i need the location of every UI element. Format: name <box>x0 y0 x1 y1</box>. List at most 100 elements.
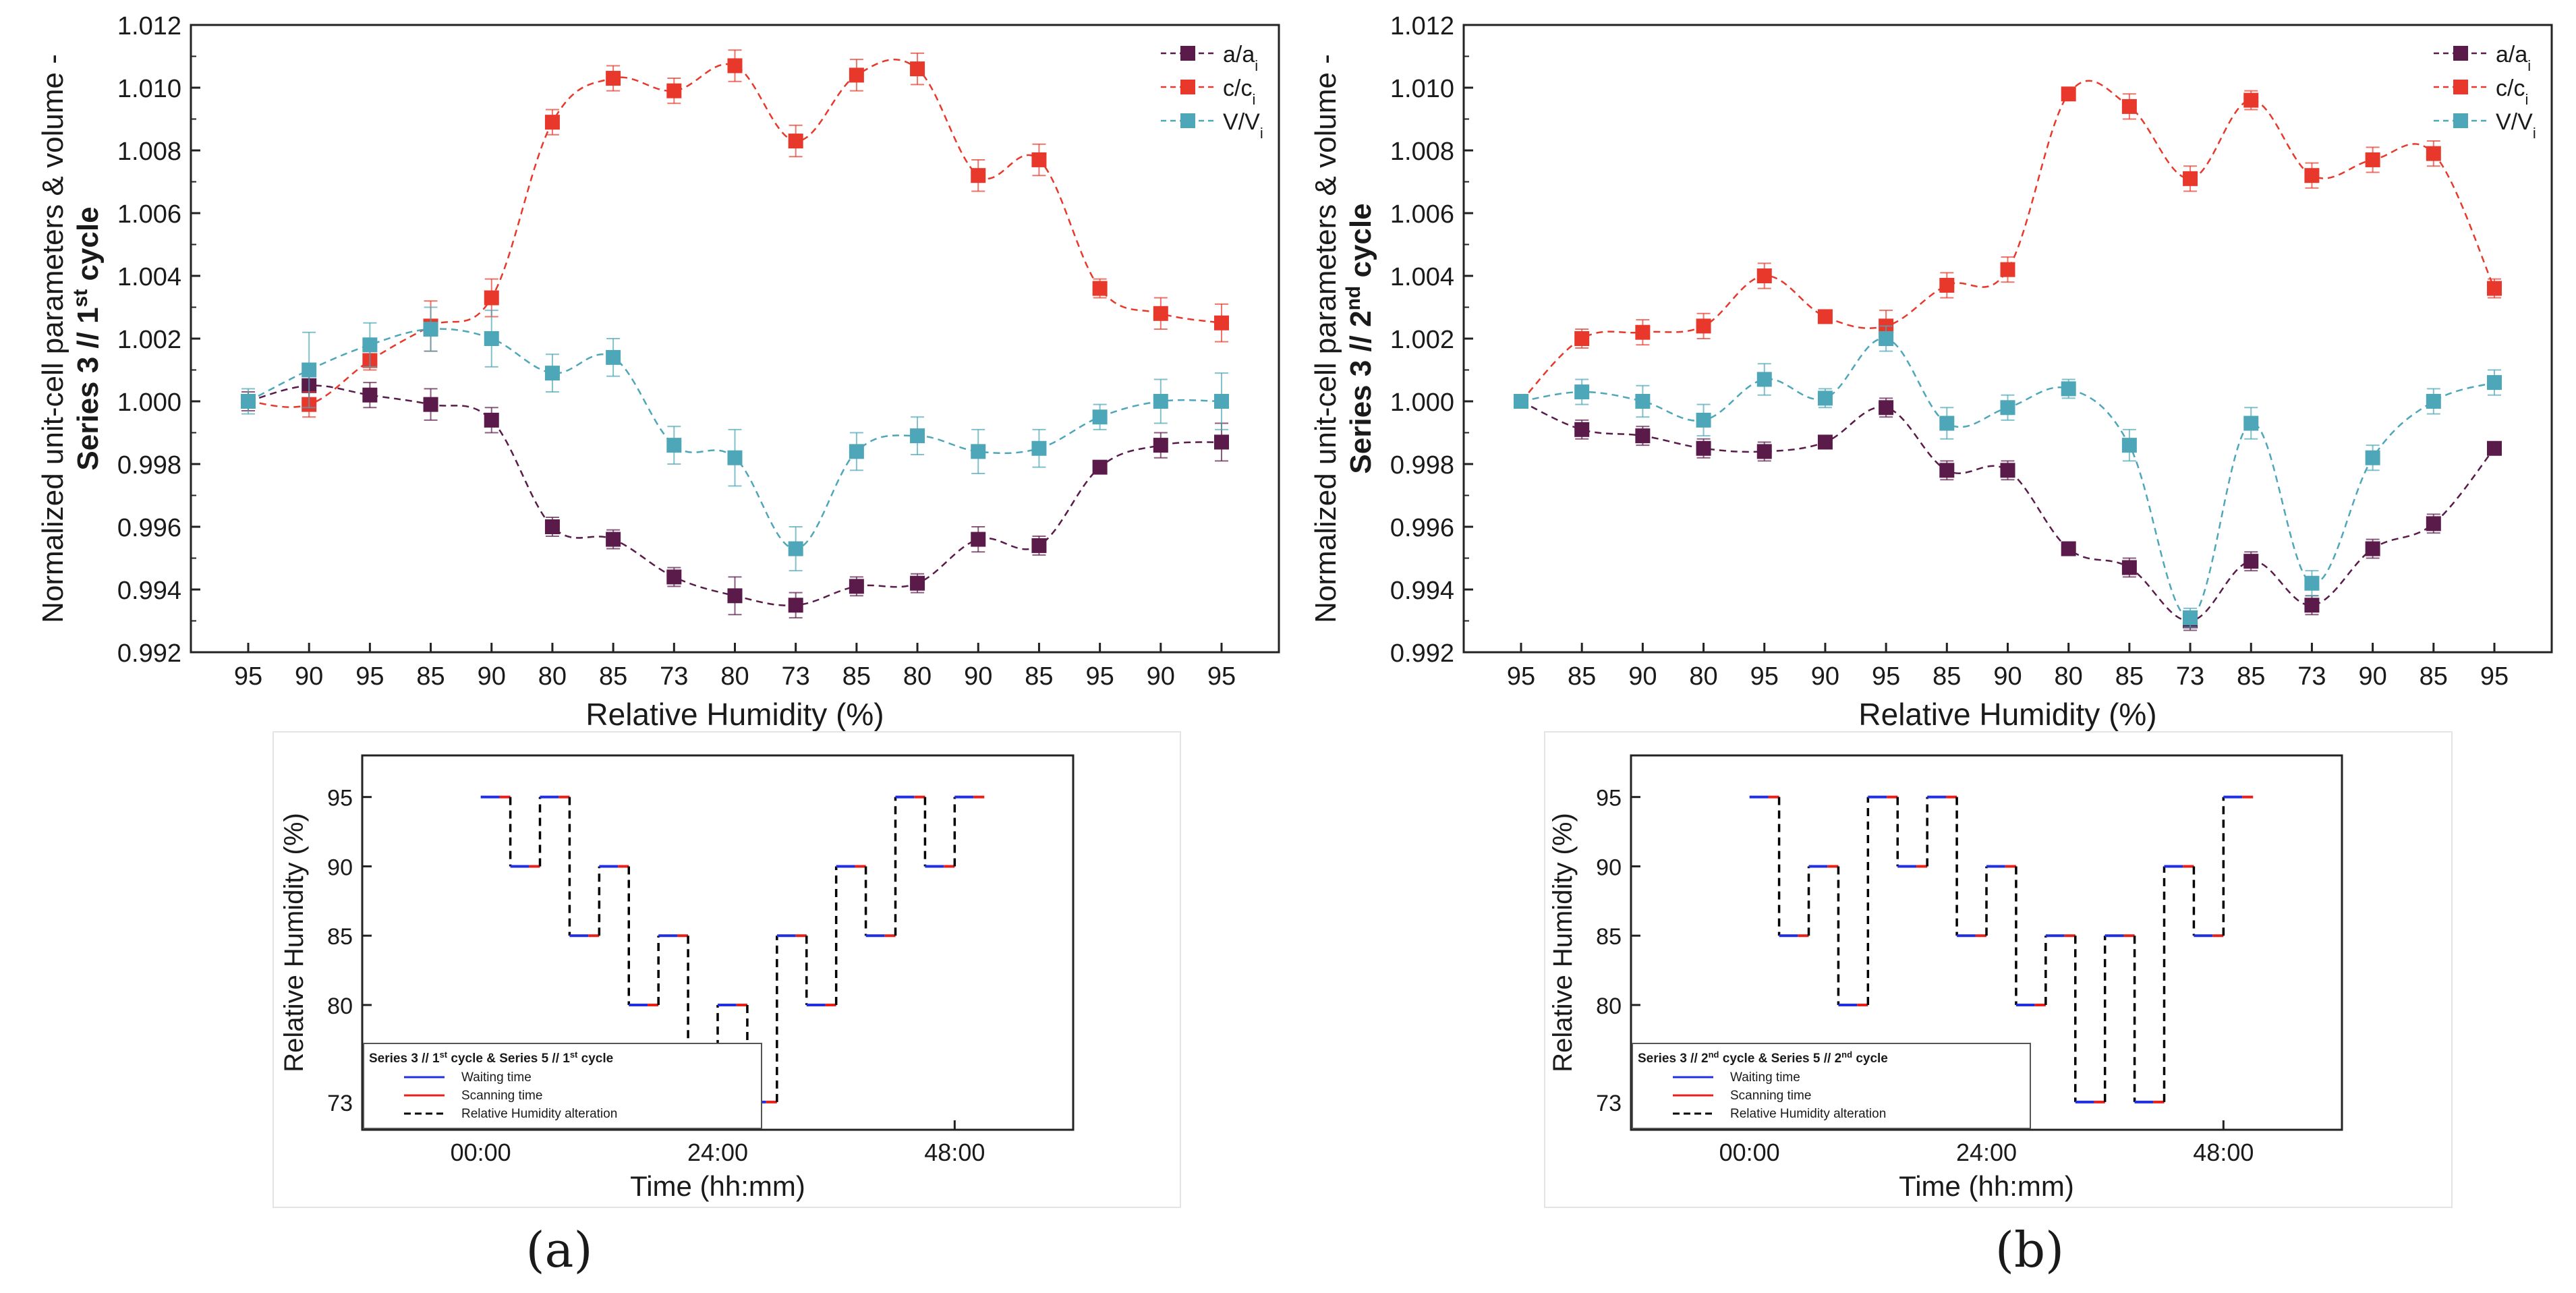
data-point <box>788 598 803 613</box>
series-line-a-ai <box>248 384 1222 606</box>
inset-x-tick-label: 24:00 <box>1956 1139 2017 1166</box>
data-point <box>849 444 864 459</box>
y-tick-label: 0.998 <box>117 451 181 480</box>
x-tick-label: 85 <box>842 662 871 691</box>
inset-y-axis-label: Relative Humidity (%) <box>279 813 309 1072</box>
inset-y-tick-label: 90 <box>1596 855 1622 880</box>
x-tick-label: 85 <box>1025 662 1053 691</box>
data-point <box>484 290 499 306</box>
data-point <box>2183 610 2198 625</box>
inset-y-axis-label: Relative Humidity (%) <box>1548 813 1578 1072</box>
inset-y-tick-label: 80 <box>1596 994 1622 1019</box>
data-point <box>1696 318 1711 334</box>
data-point <box>2426 516 2441 531</box>
y-tick-label: 1.006 <box>117 200 181 229</box>
data-point <box>1756 444 1772 459</box>
y-tick-label: 1.012 <box>1390 12 1454 40</box>
x-axis-label: Relative Humidity (%) <box>585 697 884 732</box>
data-point <box>727 450 743 465</box>
y-tick-label: 0.996 <box>1390 514 1454 542</box>
y-axis-label-line1: Normalized unit-cell parameters & volume… <box>1309 54 1342 623</box>
inset-legend-label: Relative Humidity alteration <box>461 1107 617 1121</box>
y-tick-label: 1.012 <box>117 12 181 40</box>
y-tick-label: 1.008 <box>1390 138 1454 166</box>
data-point <box>2426 394 2441 409</box>
inset-y-tick-label: 73 <box>1596 1091 1622 1116</box>
data-point <box>1092 281 1108 296</box>
data-point <box>606 531 621 547</box>
legend-marker <box>1180 46 1195 61</box>
data-point <box>1756 372 1772 387</box>
y-tick-label: 1.006 <box>1390 200 1454 229</box>
data-point <box>1817 434 1833 450</box>
data-point <box>1939 463 1955 478</box>
x-tick-label: 80 <box>538 662 567 691</box>
data-point <box>544 115 560 130</box>
y-tick-label: 1.004 <box>1390 263 1454 291</box>
data-point <box>606 349 621 365</box>
inset-x-axis-label: Time (hh:mm) <box>1899 1170 2074 1202</box>
data-point <box>666 438 682 453</box>
data-point <box>849 67 864 83</box>
inset-legend-title: Series 3 // 2nd cycle & Series 5 // 2nd … <box>1638 1050 1888 1066</box>
inset-b-outer-frame <box>1544 731 2453 1208</box>
legend-label: c/ci <box>2496 76 2528 108</box>
data-point <box>1817 391 1833 406</box>
data-point <box>910 428 925 444</box>
data-point <box>1092 459 1108 475</box>
y-tick-label: 1.008 <box>117 138 181 166</box>
y-tick-label: 0.992 <box>117 639 181 668</box>
data-point <box>1939 277 1955 293</box>
inset-x-tick-label: 00:00 <box>451 1139 511 1166</box>
x-tick-label: 90 <box>295 662 323 691</box>
inset-legend-label: Relative Humidity alteration <box>1730 1107 1886 1121</box>
data-point <box>971 531 986 547</box>
legend-marker <box>2453 80 2468 94</box>
data-point <box>910 61 925 77</box>
panel-label-a: (a) <box>525 1222 592 1278</box>
y-axis-label-line1: Normalized unit-cell parameters & volume… <box>36 54 69 623</box>
plot-frame <box>190 24 1280 654</box>
data-point <box>1153 394 1168 409</box>
data-point <box>2243 415 2259 431</box>
legend-label: V/Vi <box>2496 109 2536 142</box>
data-point <box>971 444 986 459</box>
data-point <box>2487 375 2502 391</box>
inset-y-tick-label: 85 <box>1596 924 1622 950</box>
data-point <box>1635 394 1651 409</box>
y-tick-label: 1.002 <box>117 326 181 354</box>
x-tick-label: 95 <box>1872 662 1900 691</box>
data-point <box>2365 450 2380 465</box>
x-tick-label: 73 <box>2297 662 2326 691</box>
data-point <box>2243 92 2259 108</box>
y-tick-label: 0.992 <box>1390 639 1454 668</box>
legend-marker <box>1180 113 1195 128</box>
inset-x-tick-label: 00:00 <box>1719 1139 1780 1166</box>
y-axis-label-line2: Series 3 // 1st cycle <box>69 206 105 470</box>
data-point <box>1817 309 1833 324</box>
data-point <box>2000 400 2015 415</box>
data-point <box>2487 281 2502 296</box>
y-tick-label: 0.994 <box>1390 577 1454 605</box>
panel-b-inset-chart: 73 80 85 90 95 00:00 24:00 48:00 Time (hh:mm) Rel… <box>1548 754 2343 1202</box>
data-point <box>241 394 256 409</box>
data-point <box>788 134 803 149</box>
data-point <box>2426 146 2441 161</box>
data-point <box>2061 86 2076 102</box>
data-point <box>2061 541 2076 556</box>
x-tick-label: 95 <box>1207 662 1236 691</box>
x-tick-label: 95 <box>1085 662 1114 691</box>
series-line-c-ci <box>1520 80 2496 402</box>
plot-frame <box>1462 24 2553 654</box>
data-point <box>1214 434 1229 450</box>
data-point <box>544 519 560 534</box>
data-point <box>362 337 378 353</box>
inset-legend-label: Waiting time <box>461 1070 532 1085</box>
data-point <box>666 83 682 98</box>
data-point <box>423 322 438 337</box>
legend-label: V/Vi <box>1223 109 1263 142</box>
data-point <box>1635 324 1651 340</box>
data-point <box>1574 384 1590 400</box>
inset-y-tick-label: 90 <box>327 855 353 880</box>
